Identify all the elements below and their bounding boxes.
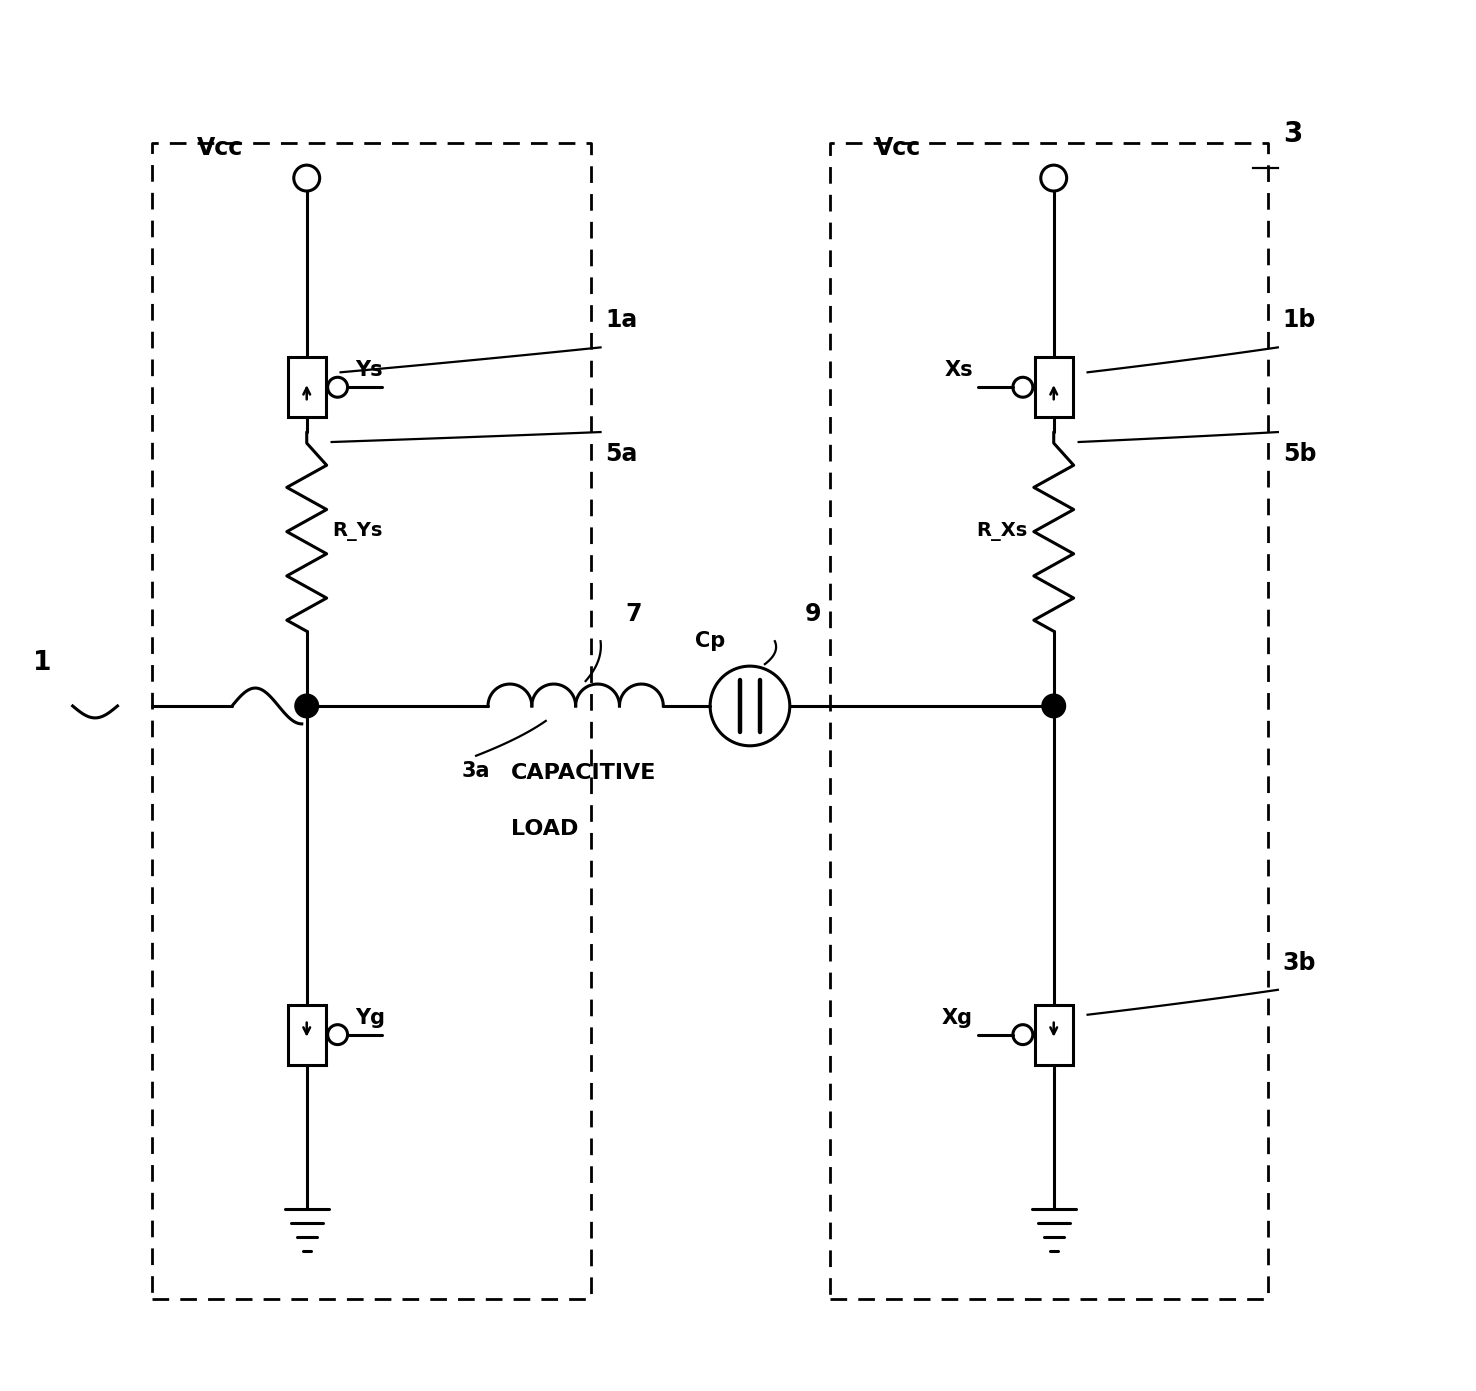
Bar xyxy=(288,1004,326,1064)
Text: 3: 3 xyxy=(1283,120,1302,149)
Text: 3a: 3a xyxy=(461,761,490,780)
Text: Vcc: Vcc xyxy=(198,136,244,160)
Text: 5a: 5a xyxy=(605,442,638,466)
Text: Xs: Xs xyxy=(945,360,973,380)
Text: CAPACITIVE: CAPACITIVE xyxy=(511,762,657,783)
Text: Ys: Ys xyxy=(356,360,384,380)
Text: Vcc: Vcc xyxy=(874,136,921,160)
Text: Xg: Xg xyxy=(942,1007,973,1028)
Text: 1a: 1a xyxy=(605,309,638,332)
Text: Cp: Cp xyxy=(695,632,725,651)
Bar xyxy=(288,357,326,417)
Text: 7: 7 xyxy=(626,602,642,626)
Text: 5b: 5b xyxy=(1283,442,1317,466)
Text: 1b: 1b xyxy=(1283,309,1317,332)
Text: 1: 1 xyxy=(32,650,52,676)
Text: Yg: Yg xyxy=(356,1007,385,1028)
Circle shape xyxy=(295,696,317,716)
Text: LOAD: LOAD xyxy=(511,818,579,839)
Text: 9: 9 xyxy=(804,602,821,626)
Bar xyxy=(1035,357,1073,417)
Text: R_Xs: R_Xs xyxy=(977,522,1027,541)
Circle shape xyxy=(1042,696,1064,716)
Bar xyxy=(1035,1004,1073,1064)
Text: R_Ys: R_Ys xyxy=(332,522,382,541)
Text: 3b: 3b xyxy=(1283,951,1317,975)
